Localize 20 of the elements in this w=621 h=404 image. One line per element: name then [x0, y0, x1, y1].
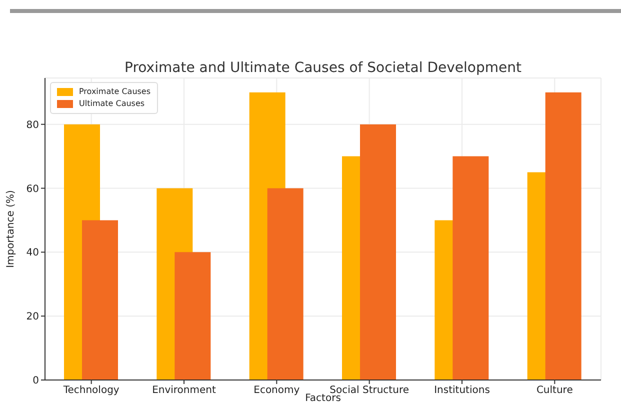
- y-tick-label: 80: [26, 120, 39, 131]
- bar: [174, 252, 211, 380]
- chart-title: Proximate and Ultimate Causes of Societal Development: [124, 60, 522, 76]
- x-tick-label: Environment: [152, 385, 216, 396]
- bar: [267, 188, 304, 380]
- y-tick-label: 20: [26, 312, 39, 323]
- bar: [452, 156, 489, 380]
- bar: [360, 124, 396, 380]
- legend-label: Proximate Causes: [79, 86, 151, 98]
- y-tick-label: 60: [26, 184, 39, 195]
- y-tick-label: 40: [26, 248, 39, 259]
- x-tick-label: Economy: [254, 385, 300, 396]
- y-axis-title: Importance (%): [6, 190, 17, 268]
- x-tick-label: Institutions: [434, 385, 490, 396]
- x-tick-label: Culture: [536, 385, 573, 396]
- bar: [545, 92, 582, 380]
- x-tick-label: Technology: [62, 385, 120, 396]
- bar: [82, 220, 118, 380]
- legend-label: Ultimate Causes: [79, 98, 145, 110]
- y-tick-label: 0: [32, 376, 39, 387]
